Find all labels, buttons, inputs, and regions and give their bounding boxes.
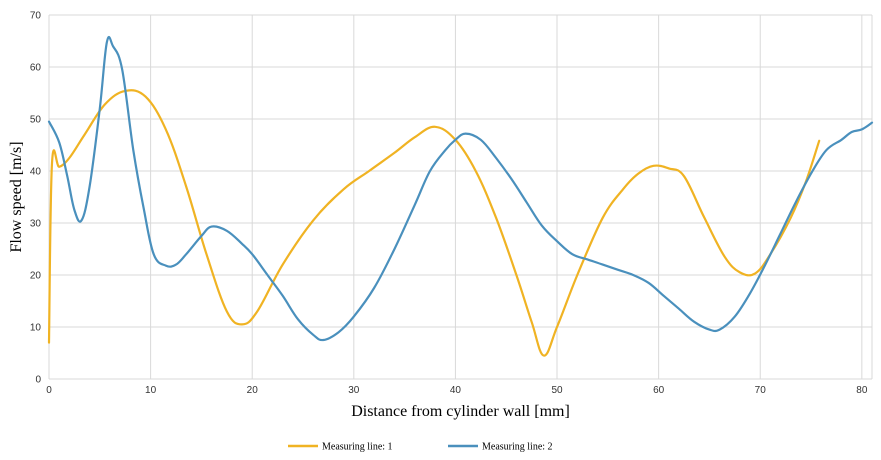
legend-label-measuring-line-1: Measuring line: 1 <box>322 442 393 453</box>
legend-label-measuring-line-2: Measuring line: 2 <box>482 442 553 453</box>
x-tick-label: 20 <box>247 385 259 396</box>
series-line-measuring-line-2 <box>47 35 874 342</box>
series-line-measuring-line-1 <box>47 89 821 357</box>
y-tick-label: 40 <box>30 167 42 178</box>
y-tick-label: 20 <box>30 271 42 282</box>
y-tick-label: 70 <box>30 11 42 22</box>
series-lines <box>47 35 874 357</box>
x-tick-label: 10 <box>145 385 157 396</box>
legend: Measuring line: 1 Measuring line: 2 <box>288 442 553 453</box>
grid-lines <box>48 14 873 380</box>
x-tick-label: 50 <box>551 385 563 396</box>
y-axis-title: Flow speed [m/s] <box>8 141 25 252</box>
x-tick-label: 70 <box>755 385 767 396</box>
x-tick-label: 80 <box>856 385 868 396</box>
x-tick-label: 40 <box>450 385 462 396</box>
x-tick-label: 30 <box>348 385 360 396</box>
x-tick-labels: 0 10 20 30 40 50 60 70 80 <box>46 385 868 396</box>
x-tick-label: 0 <box>46 385 52 396</box>
y-tick-label: 30 <box>30 219 42 230</box>
y-tick-label: 10 <box>30 323 42 334</box>
y-tick-label: 50 <box>30 115 42 126</box>
y-tick-label: 0 <box>35 375 41 386</box>
y-tick-label: 60 <box>30 63 42 74</box>
x-axis-title: Distance from cylinder wall [mm] <box>351 403 570 420</box>
y-tick-labels: 0 10 20 30 40 50 60 70 <box>30 11 42 386</box>
x-tick-label: 60 <box>653 385 665 396</box>
